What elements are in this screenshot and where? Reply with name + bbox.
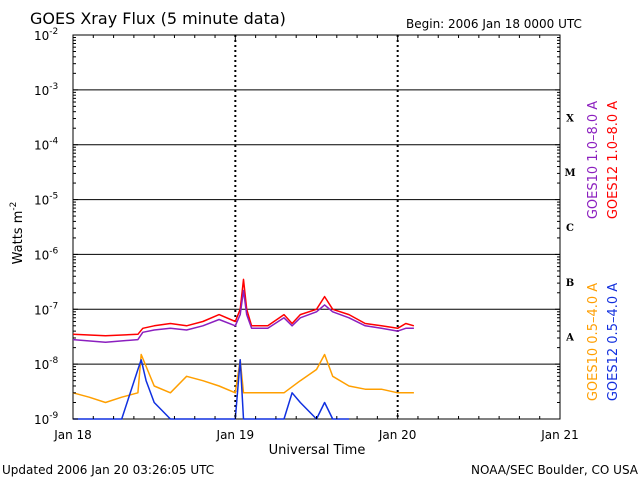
y-tick-base: 10 <box>34 413 49 427</box>
flare-class-c: C <box>566 223 574 234</box>
x-tick-label: Jan 21 <box>540 428 579 442</box>
y-tick-base: 10 <box>34 194 49 208</box>
y-tick-exponent: -7 <box>49 301 58 311</box>
y-tick-base: 10 <box>34 248 49 262</box>
y-tick-exponent: -9 <box>49 411 58 421</box>
flare-class-x: X <box>566 113 574 124</box>
y-tick-base: 10 <box>34 29 49 43</box>
y-tick-base: 10 <box>34 303 49 317</box>
plot-frame <box>72 34 561 420</box>
y-axis-label: Watts m-2 <box>9 202 26 265</box>
flare-class-a: A <box>565 333 574 344</box>
x-axis-label: Universal Time <box>269 443 366 458</box>
y-tick-label: 10-9 <box>34 411 59 427</box>
y-tick-label: 10-7 <box>34 301 58 317</box>
x-tick-label: Jan 19 <box>216 428 255 442</box>
y-tick-exponent: -4 <box>49 137 58 147</box>
y-axis-label-base: Watts m <box>11 211 26 265</box>
legend-entry: GOES10 1.0–8.0 A <box>586 101 601 219</box>
y-tick-label: 10-8 <box>34 356 59 372</box>
grid <box>73 35 560 419</box>
y-tick-labels: 10-910-810-710-610-510-410-310-2 <box>34 27 59 427</box>
y-tick-exponent: -5 <box>49 192 58 202</box>
x-tick-labels: Jan 18 Jan 19 Jan 20 Jan 21 <box>53 428 579 442</box>
legend-label: GOES12 0.5–4.0 A <box>606 283 621 401</box>
y-tick-label: 10-4 <box>34 137 59 153</box>
y-tick-label: 10-3 <box>34 82 58 98</box>
legend-label: GOES10 0.5–4.0 A <box>586 283 601 401</box>
legend-entry: GOES12 1.0–8.0 A <box>606 101 621 219</box>
legend-entry: GOES12 0.5–4.0 A <box>606 283 621 401</box>
y-tick-exponent: -8 <box>49 356 58 366</box>
y-tick-base: 10 <box>34 139 49 153</box>
legend-label: GOES12 1.0–8.0 A <box>606 101 621 219</box>
x-tick-label: Jan 20 <box>378 428 417 442</box>
series-line-goes12-1-0-8-0-a <box>72 278 415 337</box>
y-tick-base: 10 <box>34 358 49 372</box>
updated-timestamp: Updated 2006 Jan 20 03:26:05 UTC <box>2 463 214 477</box>
y-tick-label: 10-5 <box>34 192 58 208</box>
series-line-goes10-1-0-8-0-a <box>72 289 414 344</box>
legend-entry: GOES10 0.5–4.0 A <box>586 283 601 401</box>
legend-label: GOES10 1.0–8.0 A <box>586 101 601 219</box>
series-line-goes12-0-5-4-0-a <box>73 359 349 420</box>
y-tick-exponent: -2 <box>49 27 58 37</box>
flare-class-labels: A B C M X <box>564 113 575 343</box>
legend: GOES10 1.0–8.0 A GOES12 1.0–8.0 A GOES10 0… <box>586 101 621 401</box>
y-axis-label-exponent: -2 <box>9 202 19 211</box>
x-tick-label: Jan 18 <box>53 428 92 442</box>
credit-label: NOAA/SEC Boulder, CO USA <box>471 463 639 477</box>
plot-area <box>72 34 561 420</box>
flare-class-m: M <box>564 168 575 179</box>
y-tick-base: 10 <box>34 84 49 98</box>
axes <box>72 34 561 420</box>
chart-title: GOES Xray Flux (5 minute data) <box>30 9 286 28</box>
flare-class-b: B <box>566 278 574 289</box>
y-tick-exponent: -3 <box>49 82 58 92</box>
y-tick-label: 10-6 <box>34 246 59 262</box>
y-tick-label: 10-2 <box>34 27 58 43</box>
begin-label: Begin: 2006 Jan 18 0000 UTC <box>406 17 582 31</box>
series-layer <box>72 278 415 420</box>
y-tick-exponent: -6 <box>49 246 58 256</box>
